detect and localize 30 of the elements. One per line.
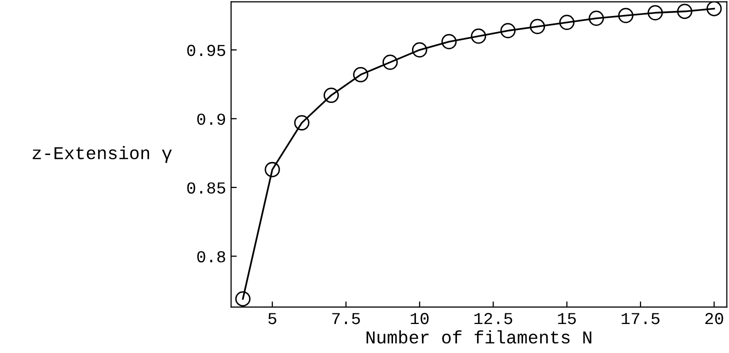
point xyxy=(530,18,546,34)
x-axis-title: Number of filaments N xyxy=(366,330,592,344)
x-tick-label: 17.5 xyxy=(622,313,660,324)
point xyxy=(412,42,428,58)
point xyxy=(324,88,339,103)
x-tick-label: 12.5 xyxy=(474,312,512,324)
point xyxy=(264,162,280,178)
y-tick-label: 0.95 xyxy=(187,44,226,56)
point xyxy=(235,291,251,306)
point xyxy=(294,115,310,130)
x-tick-label: 10 xyxy=(410,312,429,324)
x-tick-label: 20 xyxy=(705,312,724,324)
point xyxy=(618,8,634,24)
y-tick-label: 0.8 xyxy=(197,251,226,262)
y-tick-label: 0.9 xyxy=(197,114,226,125)
x-tick-label: 5 xyxy=(268,313,276,324)
x-tick-label: 7.5 xyxy=(332,313,360,324)
y-axis-title: z-Extension γ xyxy=(32,146,172,163)
point xyxy=(588,10,604,26)
point xyxy=(500,23,516,38)
point xyxy=(382,54,398,70)
x-tick-label: 15 xyxy=(558,313,576,324)
point xyxy=(677,4,692,20)
point xyxy=(353,67,368,82)
y-tick-label: 0.85 xyxy=(187,182,226,194)
point xyxy=(706,2,722,16)
point xyxy=(559,14,575,30)
point xyxy=(441,34,457,50)
point xyxy=(470,28,486,44)
point xyxy=(648,5,663,20)
